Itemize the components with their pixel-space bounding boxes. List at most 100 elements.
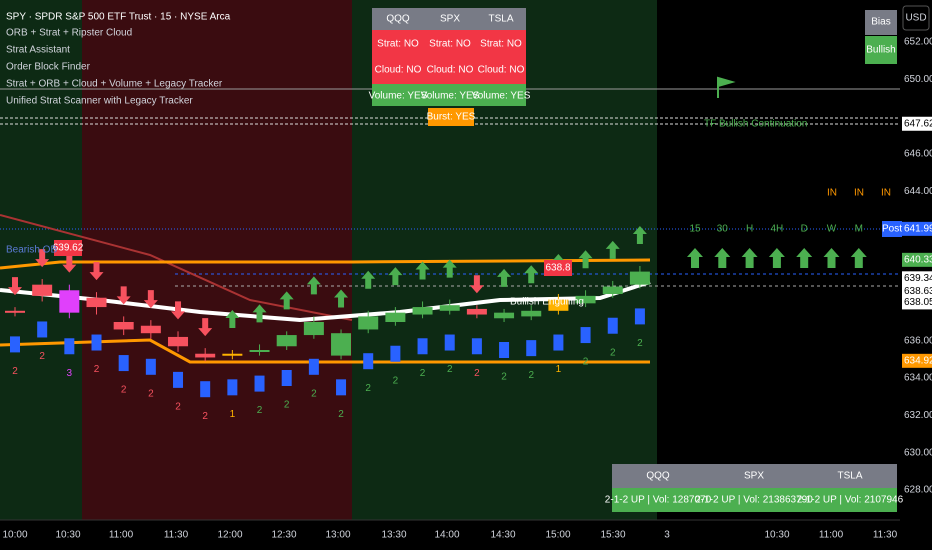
table-cell: Strat: NO bbox=[429, 39, 471, 50]
bias-header bbox=[865, 10, 897, 35]
x-tick-label: 10:00 bbox=[2, 530, 27, 541]
tf-arrow bbox=[741, 248, 758, 268]
price-label: 638.63 bbox=[904, 286, 932, 297]
x-tick-label: 10:30 bbox=[55, 530, 80, 541]
candle-body bbox=[249, 350, 270, 352]
volume-bar bbox=[580, 327, 591, 344]
table-cell: Strat: NO bbox=[480, 39, 522, 50]
table-header bbox=[372, 8, 526, 30]
candle-body bbox=[276, 335, 297, 347]
post: Post bbox=[882, 224, 902, 235]
strat-number: 2 bbox=[583, 357, 589, 368]
table-cell: Cloud: NO bbox=[427, 65, 474, 76]
table-cell: Volume: YES bbox=[472, 91, 531, 102]
candle-body bbox=[32, 284, 53, 296]
volume-bar bbox=[499, 342, 510, 358]
title: SPY · SPDR S&P 500 ETF Trust · 15 · NYSE… bbox=[6, 12, 231, 23]
candle-body bbox=[575, 295, 596, 304]
currency-box[interactable] bbox=[902, 5, 930, 31]
indicator: Strat Assistant bbox=[6, 45, 70, 56]
volume-bar bbox=[37, 321, 48, 338]
table-cell: 2-1-2 UP | Vol: 213863790 bbox=[695, 495, 813, 506]
tf-label: W bbox=[827, 224, 837, 235]
candle-body bbox=[5, 310, 25, 313]
x-tick-label: 13:30 bbox=[381, 530, 406, 541]
ob-label-bg bbox=[544, 260, 572, 276]
table-cell: Volume: YES bbox=[421, 91, 480, 102]
strat-number: 1 bbox=[230, 409, 236, 420]
table-col-header: SPX bbox=[440, 14, 460, 25]
y-tick-label: 652.00 bbox=[904, 37, 932, 48]
price-label-bg bbox=[902, 271, 932, 286]
arrow-down bbox=[8, 277, 22, 296]
arrow-up bbox=[334, 289, 349, 308]
y-tick-label: 650.00 bbox=[904, 74, 932, 85]
arrow-down bbox=[62, 254, 77, 273]
strat-number: 2 bbox=[12, 366, 18, 377]
candle-body bbox=[629, 271, 650, 285]
arrow-down bbox=[469, 275, 484, 294]
x-tick-label: 10:30 bbox=[764, 530, 789, 541]
candle-body bbox=[466, 308, 487, 315]
x-tick-label: 14:30 bbox=[490, 530, 515, 541]
price-label-bg bbox=[902, 116, 932, 131]
arrow-up bbox=[252, 304, 267, 323]
candle-body bbox=[303, 322, 324, 336]
volume-bar bbox=[91, 334, 102, 351]
bearish-label: Bearish OB bbox=[6, 245, 57, 256]
arrow-up bbox=[279, 291, 294, 310]
bias-label: Bias bbox=[871, 17, 890, 28]
candle-body bbox=[331, 333, 352, 356]
price-label: 647.62 bbox=[904, 118, 932, 129]
arrow-up bbox=[306, 276, 321, 295]
arrow-down bbox=[116, 286, 131, 305]
volume-bar bbox=[417, 338, 428, 355]
y-tick-label: 644.00 bbox=[904, 186, 932, 197]
tf-arrow bbox=[687, 248, 703, 268]
ob-label-bg bbox=[54, 240, 82, 256]
strat-number: 3 bbox=[67, 368, 73, 379]
post-bg bbox=[882, 221, 902, 237]
in-label: IN bbox=[854, 188, 864, 199]
table-col-header: TSLA bbox=[837, 471, 862, 482]
strat-number: 2 bbox=[39, 351, 45, 362]
tf-arrow bbox=[714, 248, 731, 268]
volume-bar bbox=[363, 353, 374, 370]
strat-number: 2 bbox=[420, 368, 426, 379]
volume-bar bbox=[390, 345, 401, 362]
volume-bar bbox=[553, 334, 564, 351]
table-cell: 2-1-2 UP | Vol: 2107946 bbox=[797, 495, 904, 506]
x-tick-label: 15:00 bbox=[545, 530, 570, 541]
candle-body bbox=[548, 299, 569, 311]
arrow-up bbox=[524, 265, 539, 284]
strat-number: 2 bbox=[393, 375, 399, 386]
candle-body bbox=[439, 305, 460, 311]
candle-body bbox=[113, 322, 134, 330]
volume-bar bbox=[173, 371, 184, 388]
y-tick-label: 630.00 bbox=[904, 447, 932, 458]
bullish-label: Bullish Engulfing bbox=[510, 297, 584, 308]
x-tick-label: 11:30 bbox=[164, 530, 189, 541]
x-tick-label: 3 bbox=[664, 530, 670, 541]
tf-label: H bbox=[746, 224, 753, 235]
strat-number: 2 bbox=[257, 405, 263, 416]
volume-bar bbox=[254, 375, 265, 392]
strat-number: 2 bbox=[338, 409, 344, 420]
burst-box bbox=[428, 108, 474, 126]
cloud-line bbox=[0, 214, 353, 321]
volume-bar bbox=[444, 334, 455, 351]
price-label-bg bbox=[902, 295, 932, 310]
currency[interactable]: USD bbox=[905, 13, 926, 24]
x-tick-label: 11:00 bbox=[109, 530, 134, 541]
bias-value: Bullish bbox=[866, 45, 895, 56]
in-label: IN bbox=[881, 188, 891, 199]
y-tick-label: 634.00 bbox=[904, 373, 932, 384]
price-label: 638.05 bbox=[904, 297, 932, 308]
table-col-header: SPX bbox=[744, 471, 764, 482]
x-tick-label: 12:00 bbox=[217, 530, 242, 541]
price-label: 639.34 bbox=[904, 273, 932, 284]
arrow-up bbox=[578, 250, 593, 269]
strat-number: 2 bbox=[121, 385, 127, 396]
candle-body bbox=[195, 353, 216, 358]
strat-number: 2 bbox=[528, 370, 534, 381]
